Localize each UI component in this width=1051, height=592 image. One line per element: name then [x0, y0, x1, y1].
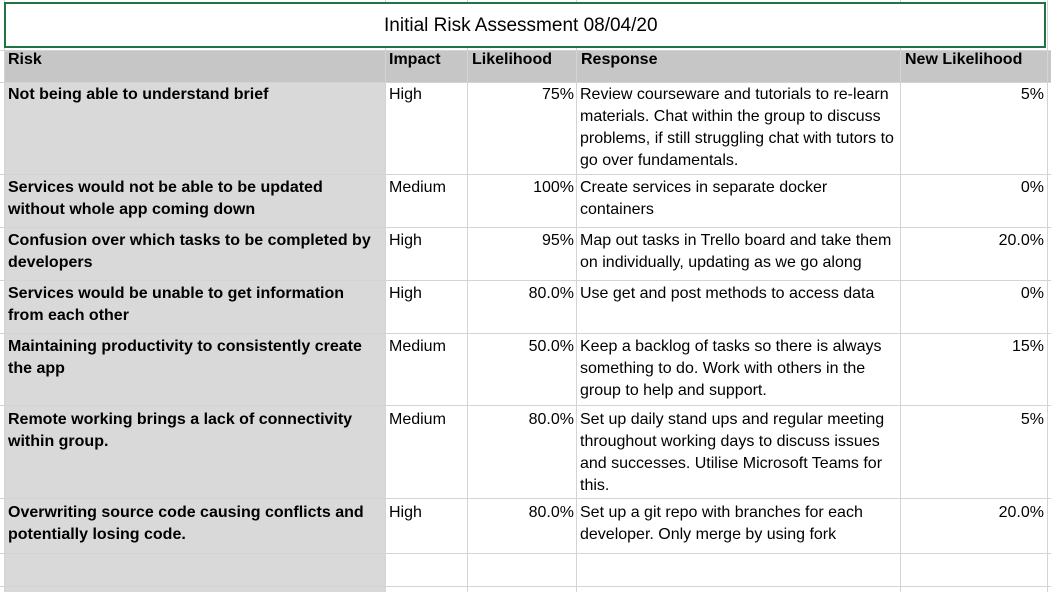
risk-cell[interactable]: Services would be unable to get informat… — [8, 285, 345, 324]
impact-cell[interactable]: Medium — [389, 411, 446, 428]
response-cell[interactable]: Set up a git repo with branches for each… — [580, 504, 863, 543]
grid-line — [0, 174, 1051, 175]
likelihood-cell[interactable]: 80.0% — [528, 411, 574, 428]
header-new-likelihood[interactable]: New Likelihood — [905, 51, 1023, 68]
risk-cell[interactable]: Not being able to understand brief — [8, 86, 269, 103]
grid-line — [1047, 0, 1048, 592]
impact-cell[interactable]: High — [389, 285, 422, 302]
grid-line — [0, 280, 1051, 281]
new-likelihood-cell[interactable]: 5% — [1020, 86, 1044, 103]
likelihood-cell[interactable]: 75% — [541, 86, 574, 103]
likelihood-cell[interactable]: 50.0% — [528, 338, 574, 355]
grid-line — [385, 0, 386, 592]
grid-line — [0, 405, 1051, 406]
new-likelihood-cell[interactable]: 5% — [1020, 411, 1044, 428]
likelihood-cell[interactable]: 80.0% — [528, 504, 574, 521]
likelihood-cell[interactable]: 95% — [541, 232, 574, 249]
grid-line — [0, 50, 1051, 51]
grid-line — [0, 82, 1051, 83]
response-cell[interactable]: Use get and post methods to access data — [580, 285, 875, 302]
new-likelihood-cell[interactable]: 0% — [1020, 285, 1044, 302]
grid-line — [0, 553, 1051, 554]
header-row — [4, 50, 1051, 82]
response-cell[interactable]: Create services in separate docker conta… — [580, 179, 828, 218]
impact-cell[interactable]: High — [389, 232, 422, 249]
risk-cell[interactable]: Confusion over which tasks to be complet… — [8, 232, 371, 271]
grid-line — [576, 0, 577, 592]
risk-cell[interactable]: Services would not be able to be updated… — [8, 179, 323, 218]
risk-column-shading — [4, 82, 385, 592]
risk-cell[interactable]: Remote working brings a lack of connecti… — [8, 411, 353, 450]
response-cell[interactable]: Review courseware and tutorials to re-le… — [580, 86, 894, 169]
risk-cell[interactable]: Maintaining productivity to consistently… — [8, 338, 362, 377]
impact-cell[interactable]: Medium — [389, 179, 446, 196]
response-cell[interactable]: Keep a backlog of tasks so there is alwa… — [580, 338, 882, 399]
grid-line — [0, 586, 1051, 587]
response-cell[interactable]: Set up daily stand ups and regular meeti… — [580, 411, 885, 494]
header-response[interactable]: Response — [581, 51, 658, 68]
new-likelihood-cell[interactable]: 20.0% — [998, 504, 1044, 521]
new-likelihood-cell[interactable]: 20.0% — [998, 232, 1044, 249]
grid-line — [4, 0, 5, 592]
grid-line — [467, 0, 468, 592]
likelihood-cell[interactable]: 80.0% — [528, 285, 574, 302]
header-impact[interactable]: Impact — [389, 51, 441, 68]
grid-line — [900, 0, 901, 592]
header-likelihood[interactable]: Likelihood — [472, 51, 552, 68]
sheet-title: Initial Risk Assessment 08/04/20 — [384, 15, 658, 36]
grid-line — [0, 227, 1051, 228]
grid-line — [0, 333, 1051, 334]
new-likelihood-cell[interactable]: 15% — [1011, 338, 1044, 355]
impact-cell[interactable]: High — [389, 504, 422, 521]
impact-cell[interactable]: Medium — [389, 338, 446, 355]
risk-cell[interactable]: Overwriting source code causing conflict… — [8, 504, 364, 543]
impact-cell[interactable]: High — [389, 86, 422, 103]
grid-line — [0, 498, 1051, 499]
response-cell[interactable]: Map out tasks in Trello board and take t… — [580, 232, 892, 271]
likelihood-cell[interactable]: 100% — [533, 179, 574, 196]
new-likelihood-cell[interactable]: 0% — [1020, 179, 1044, 196]
title-cell[interactable] — [4, 2, 1046, 48]
header-risk[interactable]: Risk — [8, 51, 42, 68]
